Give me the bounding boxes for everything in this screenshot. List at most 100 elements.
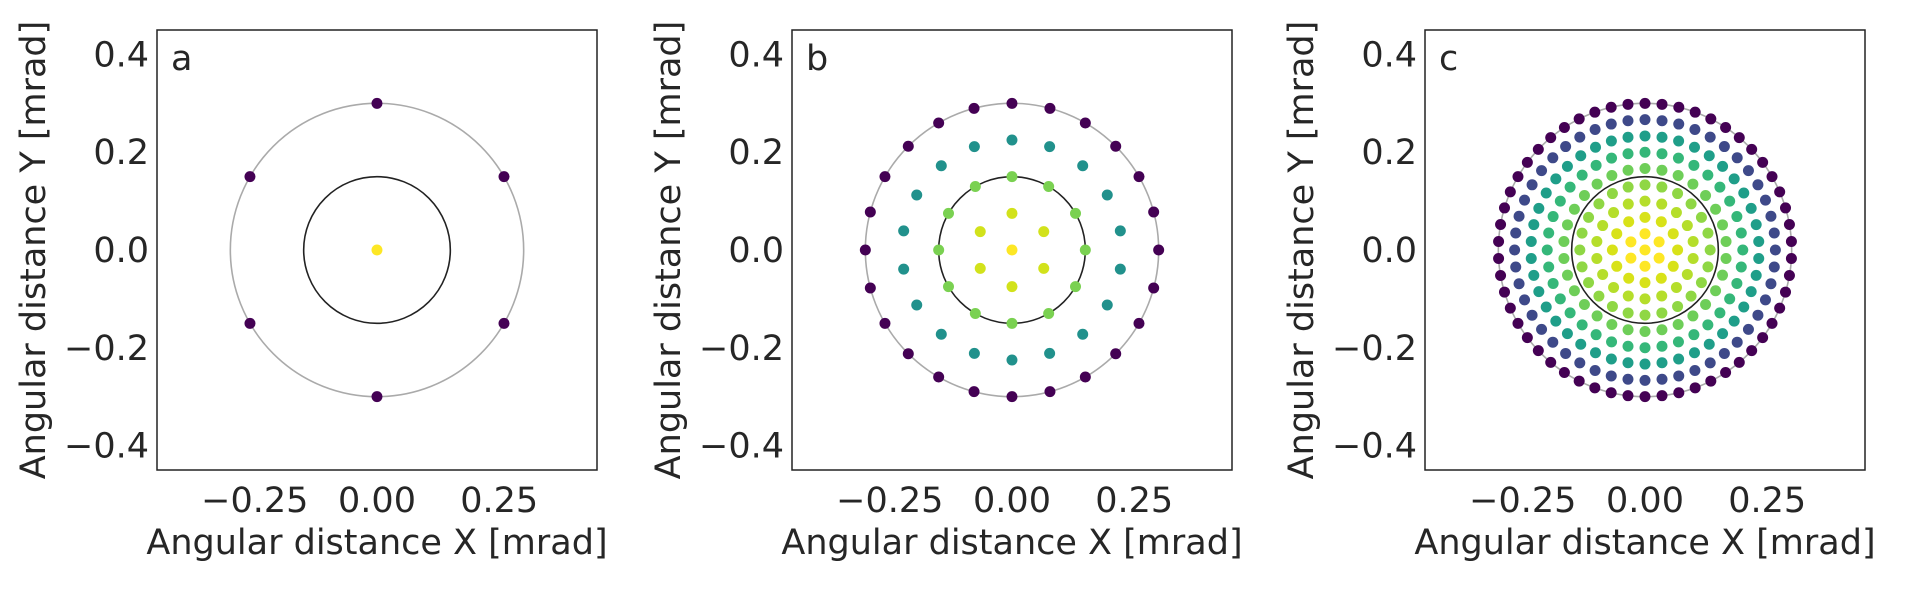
data-point [969, 308, 981, 320]
x-tick-label: 0.00 [973, 481, 1051, 521]
data-point [1573, 113, 1585, 125]
data-point [1639, 325, 1651, 337]
data-point [1639, 114, 1651, 126]
data-point [968, 347, 980, 359]
data-point [1114, 225, 1126, 237]
data-point [1702, 227, 1714, 239]
data-point [1718, 141, 1730, 153]
data-point [1521, 156, 1533, 168]
data-point [1738, 187, 1750, 199]
data-point [1746, 143, 1758, 155]
data-point [1704, 244, 1716, 256]
data-point [1656, 390, 1668, 402]
x-axis-label: Angular distance X [mrad] [1414, 523, 1875, 563]
data-point [1639, 277, 1651, 289]
data-point [1746, 345, 1758, 357]
data-point [1639, 391, 1651, 403]
data-point [1593, 290, 1605, 302]
data-point [1639, 146, 1651, 158]
data-point [1689, 106, 1701, 118]
data-point [1101, 189, 1113, 201]
data-point [1639, 293, 1651, 305]
data-point [1593, 198, 1605, 210]
data-point [898, 225, 910, 237]
panel-letter: a [171, 39, 192, 79]
data-point [942, 281, 954, 293]
data-point [1547, 336, 1559, 348]
data-point [1558, 235, 1570, 247]
y-axis-label: Angular distance Y [mrad] [649, 21, 689, 480]
data-point [1528, 269, 1540, 281]
data-point [1639, 211, 1651, 223]
data-point [1673, 118, 1685, 130]
data-point [1545, 356, 1557, 368]
data-point [1780, 202, 1792, 214]
data-point [1639, 179, 1651, 191]
data-point [1510, 261, 1522, 273]
data-point [1512, 171, 1524, 183]
y-axis-label: Angular distance Y [mrad] [14, 21, 54, 480]
data-point [859, 244, 871, 256]
data-point [933, 371, 945, 383]
data-point [1564, 307, 1576, 319]
data-point [1589, 382, 1601, 394]
data-point [1653, 236, 1665, 248]
panel-letter: b [806, 39, 828, 79]
plot-frame [791, 29, 1233, 471]
data-point [1498, 286, 1510, 298]
data-point [1077, 328, 1089, 340]
data-point [1622, 98, 1634, 110]
x-tick-label: 0.25 [1728, 481, 1806, 521]
data-point [1737, 244, 1749, 256]
data-point [1498, 202, 1510, 214]
data-point [1735, 227, 1747, 239]
data-point [1561, 269, 1573, 281]
data-point [1526, 179, 1538, 191]
x-tick-label: −0.25 [1469, 481, 1576, 521]
data-point [1750, 269, 1762, 281]
data-point [1639, 342, 1651, 354]
data-point [1695, 211, 1707, 223]
data-point [1689, 124, 1701, 136]
data-point [1785, 235, 1797, 247]
data-point [1774, 186, 1786, 198]
data-point [1639, 228, 1651, 240]
data-point [1774, 302, 1786, 314]
data-point [1639, 309, 1651, 321]
data-point [1540, 301, 1552, 313]
data-point [968, 102, 980, 114]
data-point [1785, 253, 1797, 265]
data-point [1547, 211, 1559, 223]
data-point [902, 348, 914, 360]
plot-frame [1424, 29, 1866, 471]
data-point [864, 206, 876, 218]
data-point [1724, 293, 1736, 305]
y-tick-label: 0.4 [728, 35, 784, 75]
data-point [1561, 328, 1573, 340]
inner-reference-circle [1570, 175, 1720, 325]
data-point [1133, 317, 1145, 329]
data-point [1623, 272, 1635, 284]
data-point [1521, 332, 1533, 344]
data-point [1070, 207, 1082, 219]
data-point [1765, 278, 1777, 290]
data-point [1079, 371, 1091, 383]
data-point [933, 244, 945, 256]
data-point [1606, 170, 1618, 182]
data-point [1750, 219, 1762, 231]
data-point [1006, 244, 1018, 256]
data-point [1639, 195, 1651, 207]
data-point [1731, 211, 1743, 223]
data-point [1766, 317, 1778, 329]
data-point [1590, 159, 1602, 171]
data-point [1656, 373, 1668, 385]
y-tick-label: 0.2 [93, 133, 149, 173]
data-point [1504, 186, 1516, 198]
data-point [1606, 318, 1618, 330]
data-point [1667, 260, 1679, 272]
data-point [1753, 235, 1765, 247]
data-point [1656, 307, 1668, 319]
data-point [1605, 370, 1617, 382]
data-point [1070, 281, 1082, 293]
